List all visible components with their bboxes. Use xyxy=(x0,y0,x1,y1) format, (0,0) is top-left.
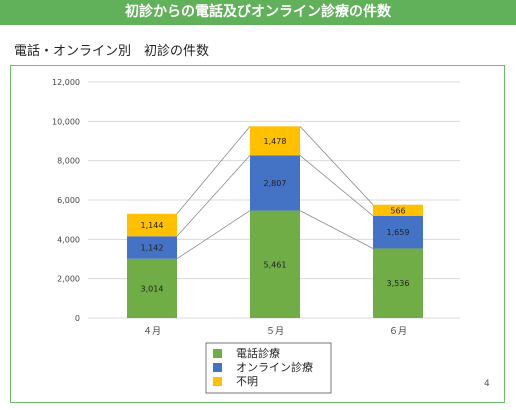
y-tick-label: 2,000 xyxy=(57,275,80,284)
page-number: 4 xyxy=(484,379,490,389)
bar-segment xyxy=(373,204,423,216)
bar-segment xyxy=(373,248,423,318)
series-line xyxy=(176,126,251,215)
bar-segment xyxy=(127,236,177,259)
data-label: 2,807 xyxy=(264,179,287,188)
bar-segment xyxy=(250,210,300,318)
legend-swatch xyxy=(213,377,222,386)
data-label: 1,478 xyxy=(264,137,287,146)
y-tick-label: 10,000 xyxy=(52,117,80,126)
bars xyxy=(127,126,423,318)
y-tick-label: 6,000 xyxy=(57,196,80,205)
data-label: 566 xyxy=(390,206,405,215)
legend-label: 電話診療 xyxy=(236,346,280,360)
y-tick-label: 12,000 xyxy=(52,78,80,87)
data-label: 5,461 xyxy=(264,260,287,269)
slide-banner-title: 初診からの電話及びオンライン診療の件数 xyxy=(0,0,516,25)
data-label: 1,659 xyxy=(387,228,410,237)
legend-swatch xyxy=(213,349,222,358)
chart-subtitle: 電話・オンライン別 初診の件数 xyxy=(14,44,210,59)
y-axis-ticks: 0 2,000 4,000 6,000 8,000 10,000 12,000 xyxy=(52,78,80,323)
x-tick-label: ４月 xyxy=(143,326,161,337)
bar-segment xyxy=(250,155,300,211)
bar-value-labels: 3,014 5,461 3,536 1,142 2,807 1,659 1,144 1,478… xyxy=(141,137,410,294)
legend-swatch xyxy=(213,363,222,372)
bar-segment xyxy=(250,126,300,156)
series-connector-lines xyxy=(176,126,374,260)
series-line xyxy=(299,155,374,217)
data-label: 1,142 xyxy=(141,243,164,252)
series-line xyxy=(299,126,374,205)
data-label: 3,014 xyxy=(141,284,164,293)
chart-frame xyxy=(10,65,505,403)
legend-label: オンライン診療 xyxy=(236,360,313,374)
legend-label: 不明 xyxy=(236,375,258,388)
x-axis-ticks: ４月 ５月 ６月 xyxy=(143,326,407,337)
data-label: 1,144 xyxy=(141,221,164,230)
y-tick-label: 0 xyxy=(75,314,80,323)
bar-segment xyxy=(127,213,177,237)
bar-segment xyxy=(127,258,177,318)
x-tick-label: ６月 xyxy=(389,326,407,337)
series-line xyxy=(299,210,374,249)
x-tick-label: ５月 xyxy=(266,326,284,337)
series-line xyxy=(176,155,251,237)
y-tick-label: 8,000 xyxy=(57,157,80,166)
bar-segment xyxy=(373,215,423,249)
legend-box xyxy=(205,342,332,394)
data-label: 3,536 xyxy=(387,279,410,288)
series-line xyxy=(176,210,251,260)
y-tick-label: 4,000 xyxy=(57,235,80,244)
